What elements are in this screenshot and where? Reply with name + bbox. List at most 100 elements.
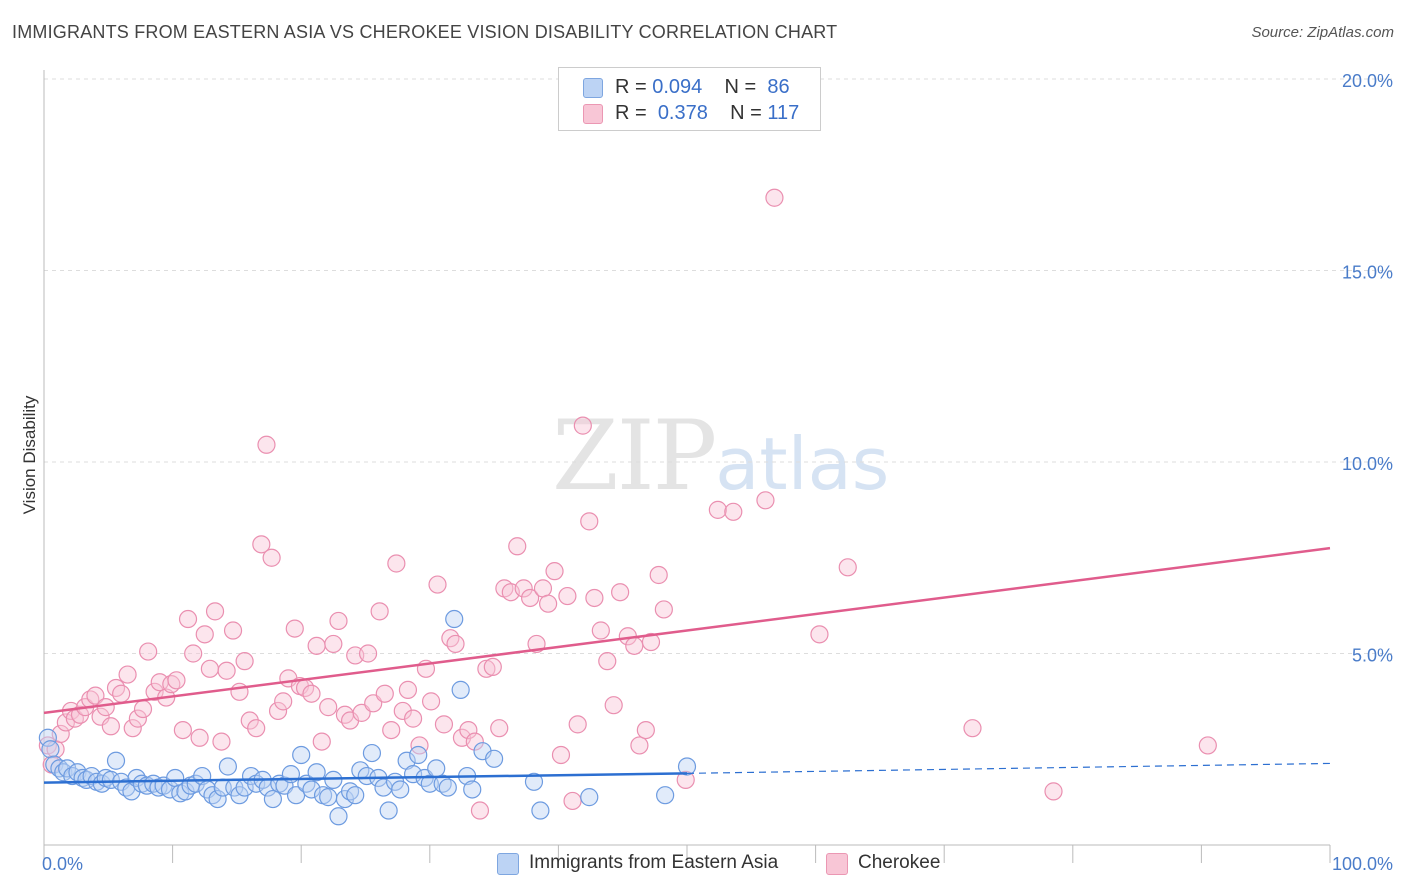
point-eastern-asia xyxy=(409,745,428,765)
point-cherokee xyxy=(508,537,527,556)
point-eastern-asia xyxy=(302,780,321,799)
point-cherokee xyxy=(133,699,153,719)
point-cherokee xyxy=(235,652,254,671)
point-cherokee xyxy=(459,720,478,740)
tick-labels: 5.0% 10.0% 15.0% 20.0% 0.0% 100.0% xyxy=(42,71,1393,874)
stats-legend: R = 0.094 N = 86 R = 0.378 N = 117 xyxy=(558,67,821,131)
point-cherokee xyxy=(307,636,326,655)
point-cherokee xyxy=(358,644,378,663)
point-eastern-asia xyxy=(218,757,237,776)
point-cherokee xyxy=(173,720,192,740)
point-eastern-asia xyxy=(420,774,439,793)
point-cherokee xyxy=(676,770,695,789)
point-cherokee xyxy=(382,720,401,740)
point-cherokee xyxy=(521,588,540,608)
point-eastern-asia xyxy=(106,751,126,770)
point-eastern-asia xyxy=(324,770,343,789)
point-eastern-asia xyxy=(445,609,464,629)
point-eastern-asia xyxy=(263,789,283,809)
point-cherokee xyxy=(96,698,115,717)
swatch-cherokee xyxy=(583,104,603,124)
point-cherokee xyxy=(963,719,982,738)
point-cherokee xyxy=(551,745,571,765)
point-eastern-asia xyxy=(82,766,101,786)
point-cherokee xyxy=(604,696,623,715)
point-cherokee xyxy=(190,728,209,747)
point-cherokee xyxy=(810,625,829,644)
point-cherokee xyxy=(649,565,668,585)
point-cherokee xyxy=(223,621,243,640)
point-cherokee xyxy=(514,579,533,598)
point-eastern-asia xyxy=(427,759,446,778)
point-cherokee xyxy=(563,791,582,811)
point-cherokee xyxy=(470,801,490,820)
legend-swatch-cherokee xyxy=(826,853,848,875)
point-cherokee xyxy=(403,709,423,728)
point-eastern-asia xyxy=(208,789,227,809)
r-value-cherokee: 0.378 xyxy=(657,102,708,124)
point-cherokee xyxy=(195,625,214,644)
point-cherokee xyxy=(756,491,775,510)
point-cherokee xyxy=(611,583,630,602)
point-cherokee xyxy=(477,659,496,678)
point-cherokee xyxy=(1198,736,1217,755)
point-cherokee xyxy=(123,719,142,738)
point-cherokee xyxy=(178,609,198,629)
point-eastern-asia xyxy=(292,745,311,765)
point-cherokee xyxy=(262,548,281,567)
point-cherokee xyxy=(268,701,288,721)
y-axis-label: Vision Disability xyxy=(20,395,39,514)
n-value-eastern-asia: 86 xyxy=(767,76,790,98)
x-tick-label: 0.0% xyxy=(42,854,83,874)
trend-eastern-asia-extension xyxy=(686,762,1331,774)
point-eastern-asia xyxy=(677,757,697,776)
point-cherokee xyxy=(598,652,617,671)
point-cherokee xyxy=(446,634,465,654)
point-eastern-asia xyxy=(463,780,482,799)
point-cherokee xyxy=(324,634,343,654)
watermark-zip: ZIP xyxy=(552,400,717,512)
cherokee-points xyxy=(38,110,1217,820)
point-cherokee xyxy=(398,680,418,699)
point-cherokee xyxy=(118,665,137,684)
point-cherokee xyxy=(274,692,293,711)
point-cherokee xyxy=(205,602,225,621)
source-label: Source: ZipAtlas.com xyxy=(1251,24,1394,41)
point-cherokee xyxy=(393,701,412,721)
point-cherokee xyxy=(319,698,338,717)
point-cherokee xyxy=(641,632,661,652)
point-cherokee xyxy=(167,671,186,690)
point-cherokee xyxy=(312,732,331,751)
point-cherokee xyxy=(708,500,727,519)
point-cherokee xyxy=(410,736,429,755)
legend-label-cherokee: Cherokee xyxy=(858,852,941,873)
point-cherokee xyxy=(247,719,266,738)
point-cherokee xyxy=(533,579,553,598)
watermark: ZIPatlas xyxy=(552,400,889,512)
r-label: R = xyxy=(615,102,653,124)
point-cherokee xyxy=(128,709,147,728)
n-label: N = xyxy=(730,102,768,124)
point-cherokee xyxy=(387,554,406,573)
y-tick-label: 15.0% xyxy=(1342,263,1393,283)
point-cherokee xyxy=(580,512,599,531)
point-cherokee xyxy=(257,435,276,454)
point-cherokee xyxy=(106,678,126,698)
point-cherokee xyxy=(585,588,604,608)
point-cherokee xyxy=(285,619,304,638)
point-eastern-asia xyxy=(38,728,57,747)
point-eastern-asia xyxy=(357,766,376,786)
point-cherokee xyxy=(441,629,460,648)
point-eastern-asia xyxy=(362,743,382,763)
point-cherokee xyxy=(490,719,509,738)
point-cherokee xyxy=(428,575,447,594)
watermark-atlas: atlas xyxy=(715,422,890,506)
point-cherokee xyxy=(56,713,75,732)
point-eastern-asia xyxy=(656,786,675,805)
point-cherokee xyxy=(434,715,454,734)
point-eastern-asia xyxy=(307,763,326,782)
y-tick-label: 5.0% xyxy=(1352,646,1393,666)
point-cherokee xyxy=(465,732,484,751)
point-eastern-asia xyxy=(438,778,457,797)
n-value-cherokee: 117 xyxy=(767,102,800,124)
